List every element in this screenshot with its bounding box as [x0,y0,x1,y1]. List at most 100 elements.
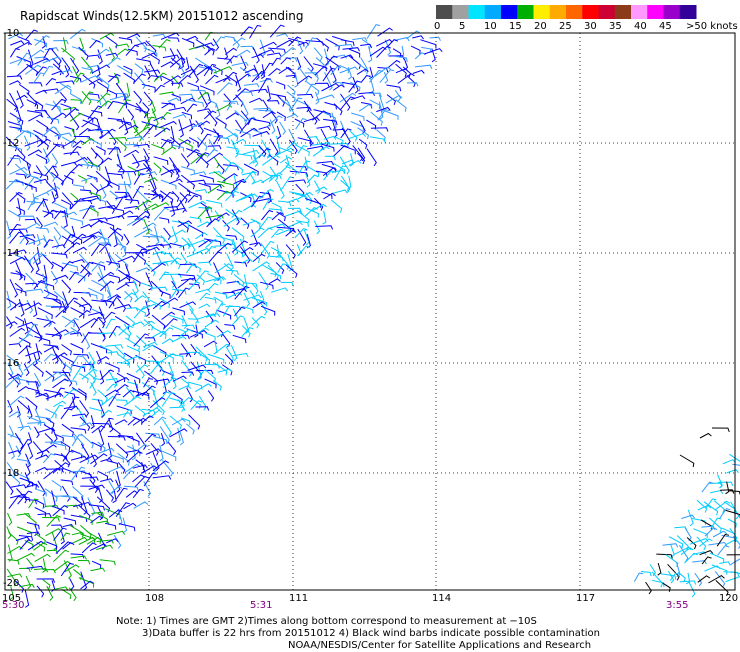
wind-barb [9,496,22,508]
wind-barb [261,306,275,315]
wind-barb [224,325,234,330]
wind-barb [98,317,104,328]
wind-barb [71,515,87,522]
wind-barb [180,200,185,213]
wind-barb [153,34,166,37]
wind-barb [38,481,45,496]
wind-barb [196,347,207,362]
wind-barb [106,319,115,328]
wind-barb [188,365,206,370]
wind-barb [269,69,281,76]
wind-barb [285,162,297,175]
wind-barb [8,451,20,454]
wind-barb [304,130,312,147]
wind-barb [700,434,711,439]
wind-barb [187,180,206,184]
lat-label-16: -16 [3,358,19,369]
wind-barb [91,382,96,395]
wind-barb [198,121,210,127]
wind-barb [349,161,361,166]
wind-barb [52,71,64,74]
wind-barb [179,354,191,358]
lon-label-114: 114 [432,593,451,604]
wind-barb [91,317,102,327]
wind-barb [190,172,206,175]
wind-barb [153,390,158,409]
wind-barb [10,193,23,202]
wind-barb [25,589,29,607]
wind-barb [187,83,198,91]
wind-barb [213,380,221,390]
wind-barb [152,315,165,329]
wind-barb [44,468,61,479]
wind-barb [90,454,107,464]
wind-barb [115,346,125,359]
wind-barb [8,513,12,525]
wind-barb [178,76,191,84]
wind-barb [268,265,279,279]
wind-barb [70,218,83,225]
wind-barb [44,222,58,226]
wind-barb [69,272,79,280]
wind-barb [10,303,23,310]
wind-barb [43,580,50,589]
wind-barb [100,184,106,198]
wind-barb [163,261,178,265]
wind-barb [25,30,37,40]
wind-barb [170,230,186,238]
wind-barb [199,396,206,410]
wind-barb [244,145,261,149]
wind-barb [181,167,194,175]
wind-barb [243,205,256,211]
wind-barb [658,563,661,575]
wind-barb [35,489,46,497]
wind-barb [297,94,313,98]
wind-barb [108,101,117,109]
wind-barb [367,25,380,39]
wind-barb [179,63,185,77]
wind-barb [119,38,132,44]
wind-barb [195,233,207,239]
wind-barb [70,29,85,38]
wind-barb [333,190,348,193]
time-label-end: 3:55 [666,600,688,611]
wind-barb [117,413,131,416]
wind-barb [109,275,120,282]
wind-barb [295,72,298,87]
wind-barb [189,282,200,290]
wind-barb [245,69,257,73]
wind-barb [46,79,56,86]
wind-barb [116,197,128,209]
wind-barb [271,229,283,238]
wind-barb [78,389,86,398]
wind-barb [206,200,222,207]
wind-barb [9,81,20,85]
wind-barb [74,292,91,296]
wind-barb [322,192,333,199]
wind-barb [233,335,246,343]
wind-barb [116,400,127,404]
wind-barb [127,308,138,312]
lat-label-14: -14 [3,248,19,259]
wind-barb [231,316,244,326]
wind-barb [108,443,111,459]
wind-barb [29,83,42,87]
map-frame [5,33,735,590]
wind-barb [349,49,360,58]
wind-barb [296,221,308,227]
wind-barb [186,57,189,70]
wind-barb [89,94,100,99]
wind-barb [298,138,311,145]
wind-barb [286,230,296,236]
wind-barb [89,232,101,236]
wind-barb [82,139,94,145]
wind-barb [10,328,25,336]
wind-barb [276,34,287,37]
wind-barb [36,120,47,131]
wind-barb [214,363,227,376]
wind-barb [71,308,84,319]
wind-barb [92,399,103,404]
wind-barb [161,76,173,86]
wind-barb [123,118,128,135]
wind-barb [259,190,273,199]
